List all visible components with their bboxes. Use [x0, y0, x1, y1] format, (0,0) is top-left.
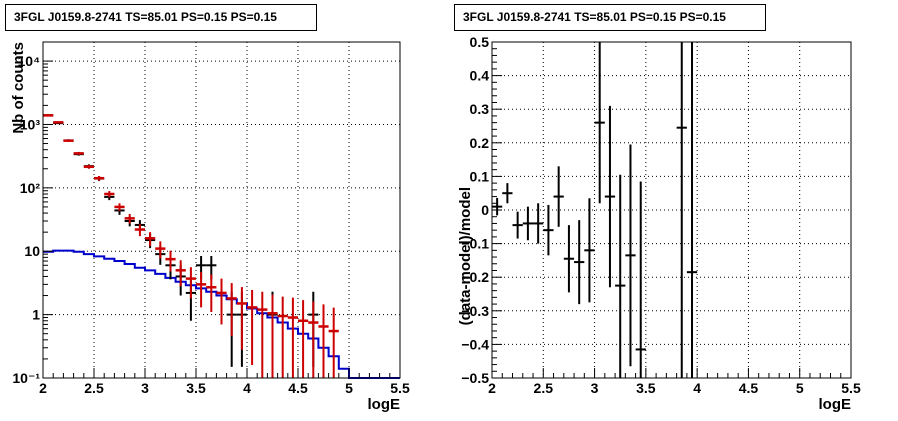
x-axis-title: logE [368, 396, 401, 413]
x-tick-label: 4.5 [288, 380, 308, 396]
y-tick-label: −0.1 [461, 236, 489, 252]
y-tick-label: −0.3 [461, 303, 489, 319]
y-tick-label: 10³ [20, 116, 41, 132]
y-tick-label: 0.5 [470, 34, 490, 50]
x-tick-label: 5 [345, 380, 353, 396]
y-tick-label: −0.4 [461, 336, 489, 352]
y-axis-title: Nb of counts [10, 42, 27, 134]
x-tick-label: 2 [39, 380, 47, 396]
y-tick-label: 0 [481, 202, 489, 218]
y-tick-label: 0.1 [470, 168, 490, 184]
left-plot-title: 3FGL J0159.8-2741 TS=85.01 PS=0.15 PS=0.… [5, 4, 317, 31]
x-axis-title: logE [819, 396, 852, 413]
y-tick-label: −0.5 [461, 370, 489, 386]
x-tick-label: 2 [488, 380, 496, 396]
y-tick-label: 10⁴ [18, 53, 41, 69]
x-tick-label: 3 [141, 380, 149, 396]
y-tick-label: 1 [32, 307, 40, 323]
y-tick-label: 10 [24, 243, 40, 259]
x-tick-label: 4 [243, 380, 251, 396]
y-tick-label: −0.2 [461, 269, 489, 285]
plot-frame [42, 41, 401, 379]
x-tick-label: 4 [693, 380, 701, 396]
x-tick-label: 5.5 [841, 380, 861, 396]
x-tick-label: 3.5 [636, 380, 656, 396]
plot-area [492, 42, 851, 378]
y-tick-label: 0.4 [470, 68, 490, 84]
residuals-plot: 2 2.5 3 3.5 4 4.5 5 5.5 −0.5 −0.4 −0.3 −0.2 −0.1 0 0.1… [457, 34, 861, 413]
x-tick-label: 3.5 [186, 380, 206, 396]
x-tick-label: 3 [591, 380, 599, 396]
y-tick-label: 10² [20, 180, 41, 196]
plot-area [43, 42, 400, 378]
counts-histogram-plot: 2 2.5 3 3.5 4 4.5 5 5.5 10⁻¹ 1 10 10² 10³ 10⁴ logE Nb o… [10, 41, 410, 413]
y-tick-label: 0.2 [470, 135, 490, 151]
x-tick-label: 5 [796, 380, 804, 396]
right-plot-title: 3FGL J0159.8-2741 TS=85.01 PS=0.15 PS=0.… [454, 4, 766, 31]
x-tick-label: 5.5 [390, 380, 410, 396]
y-tick-label: 10⁻¹ [12, 370, 40, 386]
x-tick-label: 2.5 [534, 380, 554, 396]
y-tick-label: 0.3 [470, 101, 490, 117]
y-axis-title: (data-model)/model [457, 187, 474, 325]
x-tick-label: 4.5 [739, 380, 759, 396]
x-tick-label: 2.5 [84, 380, 104, 396]
